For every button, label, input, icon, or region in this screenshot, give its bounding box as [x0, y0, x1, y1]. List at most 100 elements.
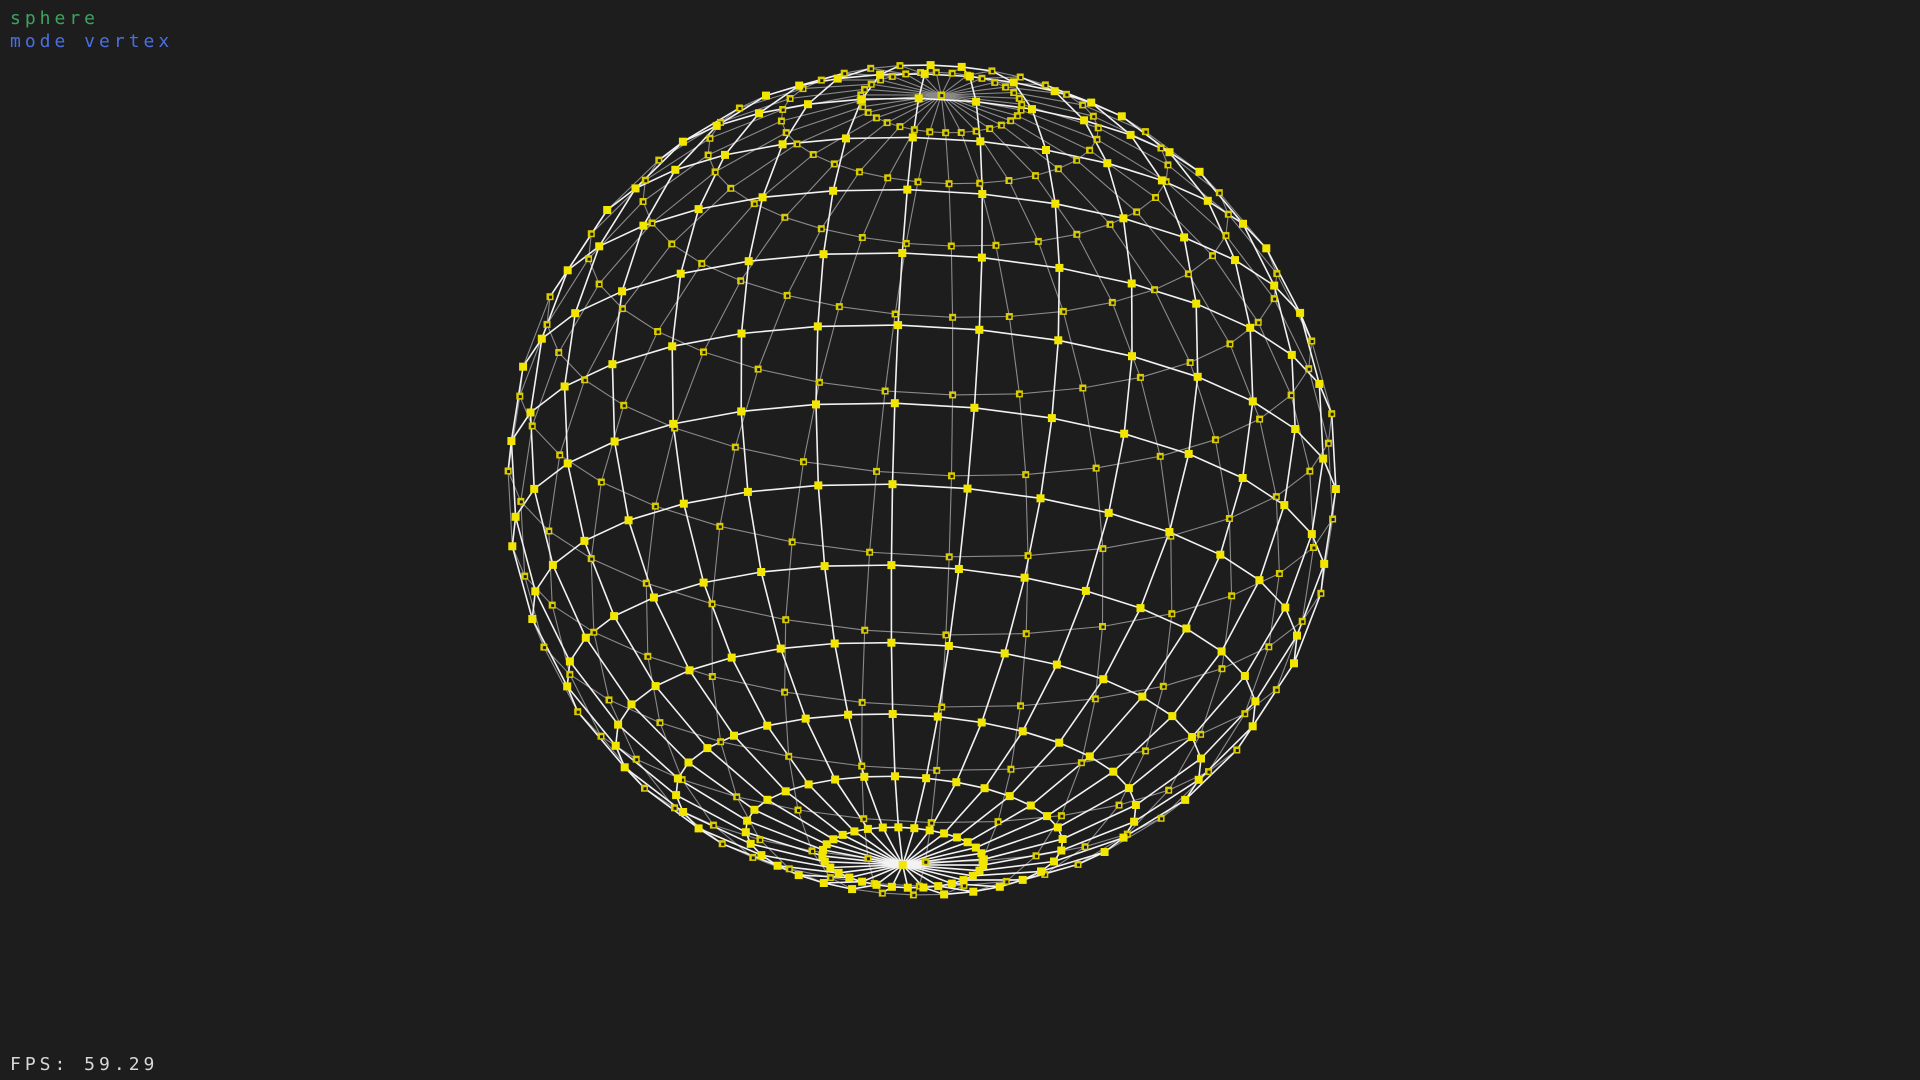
vertex-marker[interactable]: [1130, 817, 1139, 826]
vertex-marker[interactable]: [830, 639, 839, 648]
vertex-marker[interactable]: [965, 72, 974, 81]
vertex-marker[interactable]: [1109, 767, 1118, 776]
vertex-marker[interactable]: [914, 94, 923, 103]
vertex-marker[interactable]: [940, 890, 949, 899]
vertex-marker[interactable]: [776, 644, 785, 653]
vertex-marker[interactable]: [758, 193, 767, 202]
vertex-marker[interactable]: [822, 840, 831, 849]
vertex-marker[interactable]: [611, 741, 620, 750]
vertex-marker[interactable]: [773, 861, 782, 870]
vertex-marker[interactable]: [1087, 98, 1096, 107]
vertex-marker[interactable]: [571, 309, 580, 318]
vertex-marker[interactable]: [1085, 752, 1094, 761]
vertex-marker[interactable]: [1119, 833, 1128, 842]
vertex-marker[interactable]: [834, 868, 843, 877]
vertex-marker[interactable]: [972, 97, 981, 106]
vertex-marker[interactable]: [844, 710, 853, 719]
vertex-marker[interactable]: [1251, 697, 1260, 706]
vertex-marker[interactable]: [737, 329, 746, 338]
vertex-marker[interactable]: [627, 700, 636, 709]
vertex-marker[interactable]: [1287, 350, 1296, 359]
vertex-marker[interactable]: [838, 830, 847, 839]
vertex-marker[interactable]: [1281, 603, 1290, 612]
vertex-marker[interactable]: [980, 784, 989, 793]
vertex-marker[interactable]: [1216, 550, 1225, 559]
vertex-marker[interactable]: [519, 362, 528, 371]
vertex-marker[interactable]: [1138, 692, 1147, 701]
vertex-marker[interactable]: [676, 269, 685, 278]
vertex-marker[interactable]: [1203, 196, 1212, 205]
vertex-marker[interactable]: [963, 838, 972, 847]
vertex-marker[interactable]: [976, 137, 985, 146]
vertex-marker[interactable]: [812, 400, 820, 409]
vertex-marker[interactable]: [560, 382, 569, 391]
vertex-marker[interactable]: [1058, 835, 1067, 843]
vertex-marker[interactable]: [1217, 647, 1226, 656]
vertex-marker[interactable]: [818, 851, 827, 860]
vertex-marker[interactable]: [1000, 649, 1009, 658]
vertex-marker[interactable]: [1055, 738, 1064, 747]
vertex-marker[interactable]: [831, 775, 840, 784]
vertex-marker[interactable]: [581, 633, 590, 642]
vertex-marker[interactable]: [1136, 604, 1145, 613]
vertex-marker[interactable]: [1195, 167, 1204, 176]
vertex-marker[interactable]: [872, 880, 881, 889]
vertex-marker[interactable]: [919, 883, 928, 892]
vertex-marker[interactable]: [1036, 494, 1045, 503]
vertex-marker[interactable]: [1255, 576, 1264, 585]
vertex-marker[interactable]: [857, 95, 866, 104]
vertex-marker[interactable]: [1246, 323, 1255, 332]
vertex-marker[interactable]: [1182, 624, 1191, 633]
vertex-marker[interactable]: [1104, 508, 1113, 517]
vertex-marker[interactable]: [548, 560, 557, 569]
vertex-marker[interactable]: [1128, 352, 1136, 361]
vertex-marker[interactable]: [737, 407, 746, 416]
vertex-marker[interactable]: [1131, 801, 1140, 809]
vertex-marker[interactable]: [608, 360, 617, 369]
vertex-marker[interactable]: [940, 829, 949, 838]
vertex-marker[interactable]: [614, 720, 623, 729]
vertex-marker[interactable]: [1120, 429, 1129, 438]
vertex-marker[interactable]: [743, 487, 752, 496]
vertex-marker[interactable]: [721, 150, 729, 159]
vertex-marker[interactable]: [898, 249, 907, 257]
vertex-marker[interactable]: [922, 774, 931, 783]
vertex-marker[interactable]: [876, 70, 885, 79]
vertex-marker[interactable]: [1307, 530, 1316, 539]
vertex-marker[interactable]: [1043, 812, 1051, 821]
vertex-marker[interactable]: [903, 883, 912, 892]
vertex-marker[interactable]: [833, 74, 842, 83]
vertex-marker[interactable]: [1270, 281, 1279, 290]
vertex-marker[interactable]: [1184, 449, 1193, 458]
vertex-marker[interactable]: [926, 61, 935, 70]
vertex-marker[interactable]: [804, 100, 812, 109]
vertex-marker[interactable]: [1005, 792, 1014, 801]
vertex-marker[interactable]: [1181, 795, 1190, 804]
vertex-marker[interactable]: [814, 481, 823, 490]
vertex-marker[interactable]: [944, 642, 953, 650]
vertex-marker[interactable]: [672, 791, 681, 800]
vertex-marker[interactable]: [610, 612, 619, 621]
vertex-marker[interactable]: [673, 774, 682, 783]
vertex-marker[interactable]: [1180, 233, 1189, 242]
vertex-marker[interactable]: [620, 763, 629, 772]
vertex-marker[interactable]: [842, 134, 850, 143]
vertex-marker[interactable]: [781, 787, 790, 796]
vertex-marker[interactable]: [1119, 214, 1128, 223]
vertex-marker[interactable]: [595, 242, 604, 251]
vertex-marker[interactable]: [1291, 425, 1300, 433]
vertex-marker[interactable]: [668, 342, 677, 351]
vertex-marker[interactable]: [526, 408, 535, 417]
vertex-marker[interactable]: [891, 772, 899, 781]
vertex-marker[interactable]: [1018, 727, 1027, 736]
vertex-marker[interactable]: [1293, 631, 1301, 640]
vertex-marker[interactable]: [952, 778, 961, 787]
vertex-marker[interactable]: [1053, 823, 1062, 832]
vertex-marker[interactable]: [829, 186, 838, 195]
vertex-marker[interactable]: [910, 824, 919, 833]
vertex-marker[interactable]: [829, 835, 838, 844]
vertex-marker[interactable]: [1054, 336, 1063, 345]
vertex-marker[interactable]: [679, 808, 688, 816]
vertex-marker[interactable]: [580, 536, 589, 545]
